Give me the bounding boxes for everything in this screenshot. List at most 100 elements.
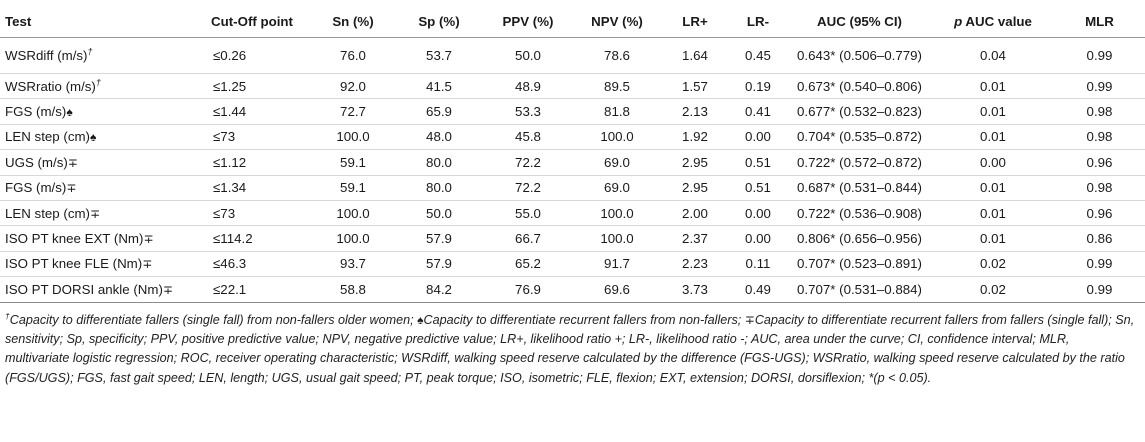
npv-cell: 100.0: [573, 200, 661, 227]
cutoff-cell: ≤46.3: [193, 251, 311, 278]
sn-cell: 100.0: [311, 124, 395, 151]
table-row: ISO PT knee EXT (Nm)∓ ≤114.2 100.0 57.9 66.7…: [0, 225, 1145, 252]
test-cell: LEN step (cm)♠: [0, 124, 193, 151]
spade-symbol: ♠: [417, 313, 424, 327]
lr-plus-cell: 2.13: [661, 98, 729, 125]
lr-plus-cell: 1.92: [661, 124, 729, 151]
lr-minus-cell: 0.00: [729, 200, 787, 227]
minus-plus-symbol: ∓: [744, 313, 755, 327]
mlr-cell: 0.99: [1054, 276, 1145, 303]
lr-plus-cell: 2.23: [661, 251, 729, 278]
test-name: LEN step (cm): [5, 205, 90, 221]
footnote-marker: ∓: [89, 206, 101, 221]
sp-cell: 57.9: [395, 251, 483, 278]
sp-cell: 48.0: [395, 124, 483, 151]
test-name: ISO PT knee EXT (Nm): [5, 231, 144, 247]
footnote-marker: ∓: [143, 232, 154, 247]
lr-plus-cell: 1.64: [661, 37, 729, 74]
ppv-cell: 53.3: [483, 98, 573, 125]
test-name: FGS (m/s): [5, 180, 67, 196]
sn-cell: 58.8: [311, 276, 395, 303]
test-cell: WSRdiff (m/s)†: [0, 37, 193, 74]
footnote-marker: ♠: [66, 105, 73, 120]
col-header-sp: Sp (%): [395, 5, 483, 38]
ppv-cell: 50.0: [483, 37, 573, 74]
lr-minus-cell: 0.19: [729, 73, 787, 100]
test-cell: UGS (m/s)∓: [0, 149, 193, 176]
sn-cell: 100.0: [311, 225, 395, 252]
sn-cell: 92.0: [311, 73, 395, 100]
sn-cell: 59.1: [311, 175, 395, 201]
ppv-cell: 65.2: [483, 251, 573, 278]
cutoff-cell: ≤1.12: [193, 149, 311, 176]
mlr-cell: 0.99: [1054, 251, 1145, 278]
col-header-lr-minus: LR-: [729, 5, 787, 38]
auc-cell: 0.687* (0.531–0.844): [787, 175, 932, 201]
auc-cell: 0.722* (0.572–0.872): [787, 149, 932, 176]
p-auc-cell: 0.02: [932, 276, 1054, 303]
npv-cell: 89.5: [573, 73, 661, 100]
sn-cell: 100.0: [311, 200, 395, 227]
npv-cell: 69.6: [573, 276, 661, 303]
auc-cell: 0.704* (0.535–0.872): [787, 124, 932, 151]
table-row: WSRdiff (m/s)† ≤0.26 76.0 53.7 50.0 78.6 1.64 0…: [0, 37, 1145, 74]
footnote-abbreviations-text: Capacity to differentiate recurrent fall…: [5, 313, 1135, 385]
footnote-marker: ∓: [67, 155, 78, 170]
sp-cell: 50.0: [395, 200, 483, 227]
table-footnote: †Capacity to differentiate fallers (sing…: [5, 311, 1137, 388]
col-header-mlr: MLR: [1054, 5, 1145, 38]
table-row: FGS (m/s)♠ ≤1.44 72.7 65.9 53.3 81.8 2.13 0.41 0…: [0, 98, 1145, 125]
table-row: ISO PT knee FLE (Nm)∓ ≤46.3 93.7 57.9 65.2 91…: [0, 251, 1145, 278]
cutoff-cell: ≤22.1: [193, 276, 311, 303]
p-auc-cell: 0.01: [932, 175, 1054, 201]
test-cell: FGS (m/s)∓: [0, 175, 193, 201]
p-auc-cell: 0.01: [932, 200, 1054, 227]
sp-cell: 80.0: [395, 175, 483, 201]
results-table: Test Cut-Off point Sn (%) Sp (%) PPV (%)…: [0, 5, 1145, 303]
test-cell: LEN step (cm)∓: [0, 200, 193, 227]
col-header-lr-plus: LR+: [661, 5, 729, 38]
test-name: FGS (m/s): [5, 104, 67, 120]
p-auc-cell: 0.01: [932, 124, 1054, 151]
p-auc-cell: 0.02: [932, 251, 1054, 278]
test-name: WSRratio (m/s): [5, 78, 96, 94]
table-row: LEN step (cm)∓ ≤73 100.0 50.0 55.0 100.0 2.00 0…: [0, 200, 1145, 227]
ppv-cell: 66.7: [483, 225, 573, 252]
cutoff-cell: ≤73: [193, 200, 311, 227]
auc-cell: 0.677* (0.532–0.823): [787, 98, 932, 125]
test-cell: ISO PT knee FLE (Nm)∓: [0, 251, 193, 278]
cutoff-cell: ≤1.44: [193, 98, 311, 125]
lr-minus-cell: 0.41: [729, 98, 787, 125]
test-name: ISO PT DORSI ankle (Nm): [5, 281, 163, 297]
mlr-cell: 0.96: [1054, 149, 1145, 176]
p-auc-label: AUC value: [962, 13, 1032, 29]
p-auc-cell: 0.01: [932, 225, 1054, 252]
col-header-sn: Sn (%): [311, 5, 395, 38]
col-header-cutoff: Cut-Off point: [193, 5, 311, 38]
col-header-ppv: PPV (%): [483, 5, 573, 38]
p-auc-cell: 0.04: [932, 37, 1054, 74]
mlr-cell: 0.96: [1054, 200, 1145, 227]
cutoff-cell: ≤0.26: [193, 37, 311, 74]
auc-cell: 0.643* (0.506–0.779): [787, 37, 932, 74]
sn-cell: 72.7: [311, 98, 395, 125]
auc-cell: 0.673* (0.540–0.806): [787, 73, 932, 100]
lr-plus-cell: 1.57: [661, 73, 729, 100]
footnote-marker: †: [87, 46, 93, 57]
p-auc-cell: 0.01: [932, 73, 1054, 100]
col-header-auc: AUC (95% CI): [787, 5, 932, 38]
auc-cell: 0.707* (0.523–0.891): [787, 251, 932, 278]
lr-plus-cell: 2.37: [661, 225, 729, 252]
ppv-cell: 48.9: [483, 73, 573, 100]
table-row: FGS (m/s)∓ ≤1.34 59.1 80.0 72.2 69.0 2.95 0.51 0…: [0, 175, 1145, 201]
npv-cell: 81.8: [573, 98, 661, 125]
footnote-marker: ∓: [142, 257, 153, 272]
test-name: WSRdiff (m/s): [5, 48, 88, 63]
lr-minus-cell: 0.11: [729, 251, 787, 278]
sp-cell: 53.7: [395, 37, 483, 74]
sp-cell: 57.9: [395, 225, 483, 252]
p-letter: p: [954, 13, 963, 29]
sp-cell: 80.0: [395, 149, 483, 176]
header-row: Test Cut-Off point Sn (%) Sp (%) PPV (%)…: [0, 5, 1145, 38]
sn-cell: 93.7: [311, 251, 395, 278]
